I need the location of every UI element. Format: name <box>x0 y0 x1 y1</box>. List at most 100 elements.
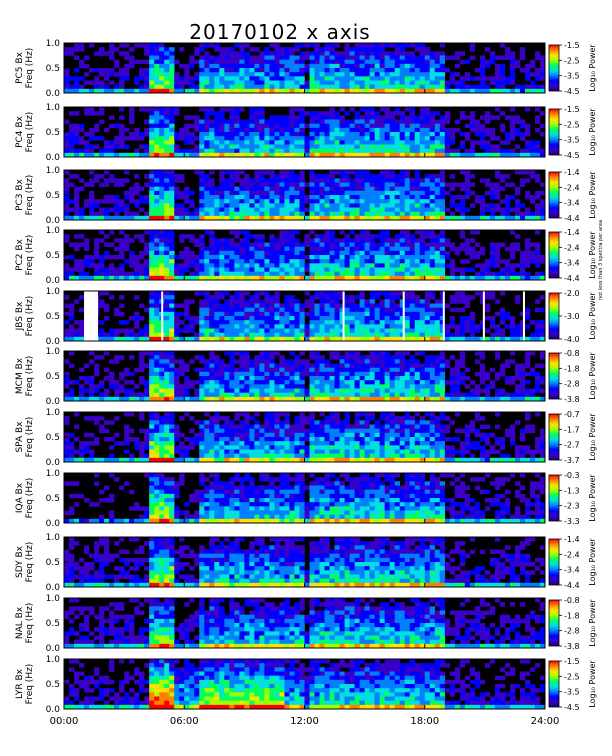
heatmap-cell <box>449 132 456 137</box>
heatmap-cell <box>384 199 390 204</box>
heatmap-cell <box>464 267 471 272</box>
heatmap-cell <box>294 230 300 235</box>
heatmap-cell <box>329 170 335 175</box>
heatmap-cell <box>479 136 486 141</box>
heatmap-cell <box>114 238 120 243</box>
heatmap-cell <box>404 115 411 120</box>
heatmap-cell <box>424 140 431 145</box>
heatmap-cell <box>444 148 451 154</box>
heatmap-cell <box>454 55 461 60</box>
heatmap-cell <box>104 336 110 342</box>
heatmap-cell <box>264 182 270 187</box>
heatmap-cell <box>269 384 275 389</box>
heatmap-cell <box>314 388 320 393</box>
heatmap-cell <box>329 336 335 342</box>
heatmap-cell <box>404 307 411 313</box>
heatmap-cell <box>414 136 421 141</box>
heatmap-cell <box>399 132 406 137</box>
heatmap-cell <box>194 388 200 393</box>
heatmap-cell <box>219 123 225 129</box>
heatmap-cell <box>109 47 115 52</box>
heatmap-cell <box>319 186 325 192</box>
heatmap-cell <box>164 68 170 73</box>
heatmap-cell <box>264 275 270 281</box>
heatmap-cell <box>104 242 110 247</box>
heatmap-cell <box>289 271 295 277</box>
heatmap-cell <box>284 320 290 325</box>
heatmap-cell <box>159 123 165 129</box>
heatmap-cell <box>314 76 320 81</box>
heatmap-cell <box>319 242 325 247</box>
heatmap-cell <box>359 88 365 94</box>
heatmap-cell <box>304 148 310 154</box>
heatmap-cell <box>74 140 80 145</box>
heatmap-cell <box>174 396 180 402</box>
heatmap-cell <box>229 271 235 277</box>
heatmap-cell <box>164 267 170 272</box>
heatmap-cell <box>164 291 170 296</box>
heatmap-cell <box>459 246 466 252</box>
heatmap-cell <box>184 311 190 317</box>
heatmap-cell <box>369 234 375 239</box>
heatmap-cell <box>329 123 335 129</box>
heatmap-cell <box>204 107 210 112</box>
heatmap-cell <box>359 123 365 129</box>
heatmap-cell <box>64 199 70 204</box>
heatmap-cell <box>414 320 421 325</box>
heatmap-cell <box>234 215 240 221</box>
heatmap-cell <box>464 328 471 333</box>
heatmap-cell <box>149 199 155 204</box>
heatmap-cell <box>324 76 330 81</box>
heatmap-cell <box>229 170 235 175</box>
heatmap-cell <box>69 140 75 145</box>
heatmap-cell <box>174 111 180 116</box>
heatmap-cell <box>259 132 265 137</box>
heatmap-cell <box>449 307 456 313</box>
heatmap-cell <box>514 132 521 137</box>
heatmap-cell <box>214 328 220 333</box>
heatmap-cell <box>409 195 416 200</box>
heatmap-cell <box>494 195 501 200</box>
heatmap-cell <box>209 332 215 338</box>
heatmap-cell <box>244 207 250 212</box>
heatmap-cell <box>334 170 340 175</box>
heatmap-cell <box>279 355 285 360</box>
heatmap-cell <box>254 359 260 364</box>
heatmap-cell <box>189 132 195 137</box>
heatmap-cell <box>469 76 476 81</box>
heatmap-cell <box>169 174 175 179</box>
heatmap-cell <box>209 230 215 235</box>
heatmap-cell <box>214 144 220 149</box>
heatmap-cell <box>254 234 260 239</box>
heatmap-cell <box>389 316 395 321</box>
heatmap-cell <box>534 72 541 77</box>
heatmap-cell <box>379 119 385 124</box>
heatmap-cell <box>164 242 170 247</box>
heatmap-cell <box>229 263 235 268</box>
heatmap-cell <box>429 51 436 56</box>
heatmap-cell <box>124 371 130 377</box>
heatmap-cell <box>309 136 315 141</box>
heatmap-cell <box>289 376 295 381</box>
heatmap-cell <box>199 324 205 329</box>
heatmap-cell <box>154 84 160 90</box>
heatmap-cell <box>504 271 511 277</box>
heatmap-cell <box>84 238 90 243</box>
heatmap-cell <box>429 195 436 200</box>
heatmap-cell <box>199 242 205 247</box>
heatmap-cell <box>174 186 180 192</box>
heatmap-cell <box>179 271 185 277</box>
heatmap-cell <box>219 371 225 377</box>
heatmap-cell <box>109 148 115 154</box>
heatmap-cell <box>184 127 190 133</box>
heatmap-cell <box>164 127 170 133</box>
heatmap-cell <box>349 203 355 208</box>
heatmap-cell <box>394 55 400 60</box>
heatmap-cell <box>239 367 245 373</box>
heatmap-cell <box>439 311 446 317</box>
heatmap-cell <box>109 51 115 56</box>
heatmap-cell <box>414 119 421 124</box>
heatmap-cell <box>289 199 295 204</box>
heatmap-cell <box>119 182 125 187</box>
heatmap-cell <box>204 84 210 90</box>
